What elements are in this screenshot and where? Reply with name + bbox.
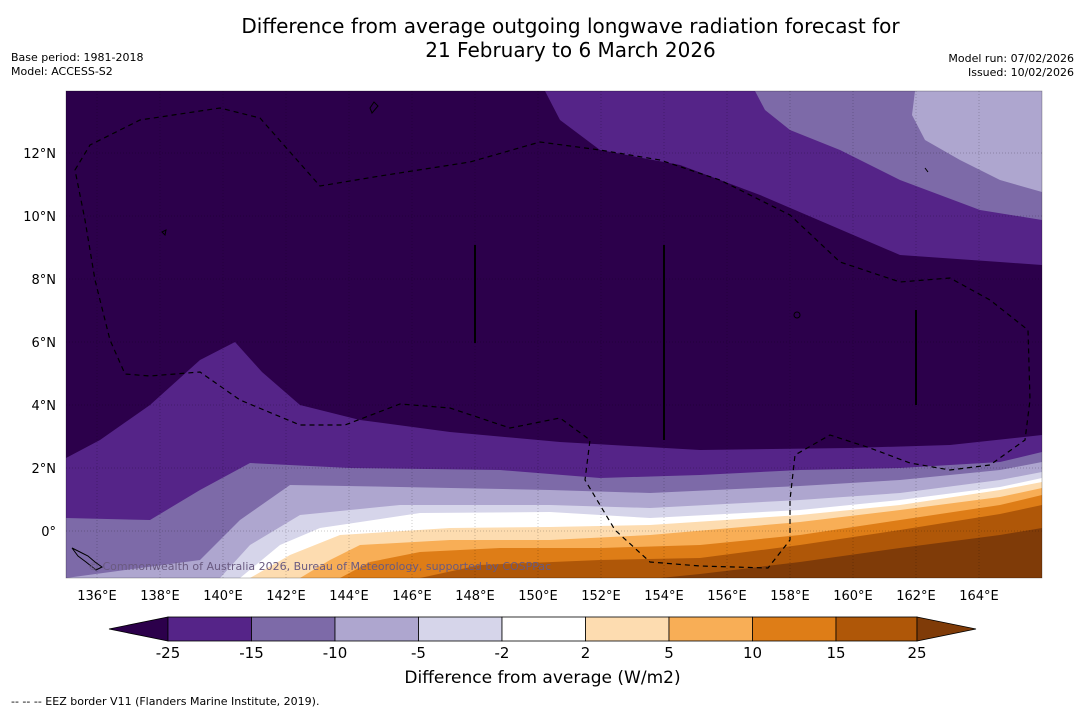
lat-label: 12°N [23, 147, 56, 162]
colorbar-tick: 15 [826, 644, 845, 662]
colorbar-title: Difference from average (W/m2) [404, 668, 681, 688]
island-mark [915, 310, 917, 405]
plot-frame [65, 90, 1043, 579]
colorbar-segment [668, 616, 753, 642]
colorbar-segment [835, 616, 918, 642]
colorbar-segment [752, 616, 837, 642]
colorbar-tick: -10 [323, 644, 348, 662]
colorbar-segment [418, 616, 503, 642]
island-outlines [71, 101, 1056, 571]
lon-label: 144°E [329, 589, 369, 604]
model-run: Model run: 07/02/2026 [948, 52, 1074, 65]
colorbar-segment [501, 616, 586, 642]
lon-label: 136°E [77, 589, 117, 604]
title-line-1: Difference from average outgoing longwav… [241, 14, 900, 38]
lon-label: 150°E [518, 589, 558, 604]
lon-label: 164°E [959, 589, 999, 604]
footnote-eez: -- -- -- EEZ border V11 (Flanders Marine… [11, 695, 320, 708]
lon-label: 138°E [140, 589, 180, 604]
latitude-labels: 12°N 10°N 8°N 6°N 4°N 2°N 0° [23, 147, 56, 540]
island-mark [474, 245, 476, 343]
model-name: Model: ACCESS-S2 [11, 65, 113, 78]
lat-label: 4°N [32, 399, 57, 414]
lat-label: 2°N [32, 462, 57, 477]
colorbar-segment [167, 616, 252, 642]
lat-label: 0° [41, 525, 56, 540]
lon-label: 162°E [896, 589, 936, 604]
lat-label: 10°N [23, 210, 56, 225]
colorbar-extend-min [108, 616, 169, 642]
base-period: Base period: 1981-2018 [11, 51, 144, 64]
lon-label: 142°E [266, 589, 306, 604]
colorbar-tick-labels: -25 -15 -10 -5 -2 2 5 10 15 25 [156, 644, 927, 662]
island-mark [1050, 165, 1056, 168]
longitude-labels: 136°E 138°E 140°E 142°E 144°E 146°E 148°… [77, 589, 999, 604]
colorbar-tick: 10 [743, 644, 762, 662]
chart-title: Difference from average outgoing longwav… [0, 14, 1085, 62]
colorbar-tick: -15 [239, 644, 264, 662]
eez-border-palau-fsm [74, 107, 1031, 569]
lon-label: 156°E [707, 589, 747, 604]
colorbar-tick: 2 [581, 644, 591, 662]
lon-label: 160°E [833, 589, 873, 604]
lon-label: 154°E [644, 589, 684, 604]
colorbar-segment [251, 616, 336, 642]
colorbar-segment [334, 616, 419, 642]
anomaly-field [66, 91, 1056, 578]
colorbar-segment [585, 616, 670, 642]
island-mark [161, 229, 167, 237]
island-mark [793, 311, 801, 319]
title-line-2: 21 February to 6 March 2026 [425, 38, 716, 62]
colorbar-tick: 5 [664, 644, 674, 662]
colorbar-tick: -5 [411, 644, 426, 662]
lon-label: 140°E [203, 589, 243, 604]
colorbar-tick: -25 [156, 644, 181, 662]
lon-label: 158°E [770, 589, 810, 604]
island-mark [369, 101, 379, 114]
lon-label: 152°E [581, 589, 621, 604]
band-north-5 [912, 91, 1042, 192]
island-mark [663, 245, 665, 440]
island-mark [924, 167, 929, 173]
lat-label: 8°N [32, 273, 57, 288]
meta-right: Model run: 07/02/2026 Issued: 10/02/2026 [948, 52, 1074, 80]
lon-label: 148°E [455, 589, 495, 604]
island-mark [71, 547, 103, 571]
issued-date: Issued: 10/02/2026 [967, 66, 1074, 79]
band-gt-25 [660, 528, 1042, 578]
colorbar-tick: -2 [495, 644, 510, 662]
lat-label: 6°N [32, 336, 57, 351]
copyright-notice: © Commonwealth of Australia 2026, Bureau… [88, 560, 551, 573]
colorbar [108, 616, 977, 642]
lon-label: 146°E [392, 589, 432, 604]
colorbar-tick: 25 [907, 644, 926, 662]
meta-left: Base period: 1981-2018 Model: ACCESS-S2 [11, 51, 143, 79]
colorbar-extend-max [916, 616, 977, 642]
